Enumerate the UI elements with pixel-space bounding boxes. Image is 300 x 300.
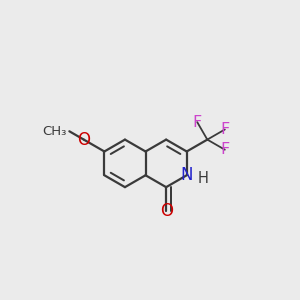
Text: F: F bbox=[193, 115, 202, 130]
Text: O: O bbox=[160, 202, 172, 220]
Text: F: F bbox=[220, 142, 230, 157]
Text: F: F bbox=[220, 122, 230, 137]
Text: N: N bbox=[181, 166, 193, 184]
Text: CH₃: CH₃ bbox=[43, 125, 67, 138]
Text: H: H bbox=[198, 171, 209, 186]
Text: O: O bbox=[77, 130, 90, 148]
